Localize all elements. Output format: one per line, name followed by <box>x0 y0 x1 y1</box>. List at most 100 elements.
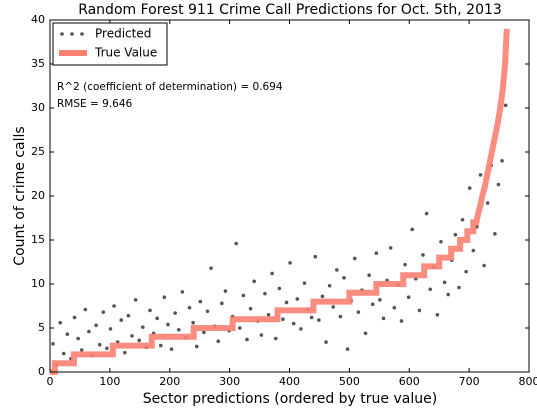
data-point <box>313 254 318 259</box>
y-tick-label: 5 <box>38 321 45 334</box>
true-value-line <box>50 28 510 375</box>
data-point <box>302 281 307 285</box>
chart-title: Random Forest 911 Crime Call Predictions… <box>78 2 502 18</box>
data-point <box>65 332 70 336</box>
data-point <box>238 326 242 330</box>
data-point <box>270 271 274 276</box>
legend-marker <box>70 32 74 36</box>
data-point <box>374 251 379 255</box>
data-point <box>198 299 203 304</box>
legend-label: True Value <box>94 46 157 60</box>
data-point <box>356 310 361 314</box>
annotation: RMSE = 9.646 <box>57 98 133 110</box>
data-point <box>410 227 415 232</box>
data-point <box>141 325 145 329</box>
data-point <box>119 318 124 322</box>
y-tick-label: 15 <box>31 233 45 246</box>
data-point <box>485 201 490 205</box>
data-point <box>324 340 328 344</box>
data-point <box>87 329 91 334</box>
data-point <box>126 313 131 318</box>
data-point <box>399 319 404 323</box>
data-point <box>327 283 332 288</box>
data-point <box>72 315 77 320</box>
data-point <box>123 350 127 355</box>
data-point <box>76 336 80 341</box>
data-point <box>148 308 152 313</box>
data-point <box>464 269 468 274</box>
data-point <box>101 310 106 314</box>
x-tick-label: 800 <box>519 375 537 388</box>
data-point <box>259 333 264 337</box>
data-point <box>173 311 177 315</box>
data-point <box>223 289 228 293</box>
data-point <box>216 339 221 344</box>
data-point <box>500 159 504 163</box>
data-point <box>403 262 407 267</box>
data-point <box>245 337 249 342</box>
data-point <box>169 347 174 351</box>
data-point <box>406 295 411 300</box>
data-point <box>424 211 429 216</box>
data-point <box>460 217 465 222</box>
data-point <box>266 313 271 317</box>
x-tick-label: 400 <box>279 375 300 388</box>
x-tick-label: 600 <box>399 375 420 388</box>
data-point <box>291 321 296 326</box>
y-tick-label: 10 <box>31 277 45 290</box>
data-point <box>467 186 472 190</box>
y-tick-label: 25 <box>31 145 45 158</box>
x-tick-label: 0 <box>47 375 54 388</box>
data-point <box>277 286 282 291</box>
x-axis-label: Sector predictions (ordered by true valu… <box>143 391 437 407</box>
data-point <box>335 268 339 272</box>
data-point <box>331 305 336 309</box>
data-point <box>97 342 102 347</box>
y-axis-label: Count of crime calls <box>12 126 28 265</box>
legend-label: Predicted <box>95 27 151 41</box>
data-point <box>263 291 267 296</box>
data-point <box>309 315 314 320</box>
data-point <box>176 327 181 332</box>
x-tick-label: 500 <box>339 375 360 388</box>
data-point <box>158 343 163 348</box>
data-point <box>417 308 422 313</box>
data-point <box>388 246 393 250</box>
data-point <box>234 241 239 246</box>
data-point <box>137 338 142 343</box>
data-point <box>496 182 501 187</box>
data-point <box>381 316 386 321</box>
data-point <box>61 351 66 356</box>
data-point <box>338 314 343 319</box>
data-point <box>288 261 292 265</box>
data-point <box>58 320 62 325</box>
y-tick-label: 35 <box>31 57 45 70</box>
data-point <box>133 298 138 302</box>
data-point <box>284 300 289 305</box>
data-point <box>457 285 461 290</box>
data-point <box>191 320 195 325</box>
data-point <box>194 344 199 349</box>
data-point <box>478 173 483 177</box>
data-point <box>220 301 224 306</box>
data-point <box>166 322 170 327</box>
y-tick-label: 20 <box>31 189 45 202</box>
data-point <box>241 293 246 298</box>
data-point <box>342 276 346 280</box>
data-point <box>482 263 486 268</box>
data-point <box>130 334 134 338</box>
legend-box <box>52 22 168 66</box>
data-point <box>503 103 508 108</box>
y-tick-label: 0 <box>38 365 45 378</box>
data-point <box>421 253 425 257</box>
data-point <box>493 232 497 236</box>
annotation: R^2 (coefficient of determination) = 0.6… <box>57 81 283 93</box>
data-point <box>392 305 397 310</box>
legend-marker <box>60 32 64 36</box>
data-point <box>202 330 206 335</box>
data-point <box>453 232 458 237</box>
data-point <box>317 318 321 322</box>
data-point <box>428 287 433 292</box>
data-point <box>94 323 98 328</box>
